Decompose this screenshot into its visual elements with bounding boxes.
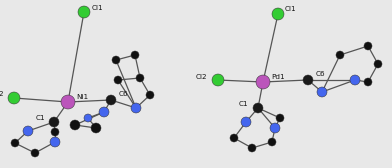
Circle shape	[131, 103, 141, 113]
Text: C6: C6	[118, 91, 128, 97]
Circle shape	[212, 74, 224, 86]
Circle shape	[23, 126, 33, 136]
Circle shape	[336, 51, 344, 59]
Circle shape	[61, 95, 75, 109]
Circle shape	[364, 78, 372, 86]
Circle shape	[51, 128, 59, 136]
Text: Cl1: Cl1	[91, 5, 103, 11]
Circle shape	[131, 51, 139, 59]
Circle shape	[112, 56, 120, 64]
Circle shape	[268, 138, 276, 146]
Text: C6: C6	[315, 71, 325, 77]
Circle shape	[31, 149, 39, 157]
Circle shape	[248, 144, 256, 152]
Text: Cl2: Cl2	[195, 74, 207, 80]
Circle shape	[256, 75, 270, 89]
Circle shape	[8, 92, 20, 104]
Circle shape	[272, 8, 284, 20]
Circle shape	[146, 91, 154, 99]
Circle shape	[106, 95, 116, 105]
Circle shape	[350, 75, 360, 85]
Circle shape	[136, 74, 144, 82]
Circle shape	[317, 87, 327, 97]
Circle shape	[276, 114, 284, 122]
Text: C1: C1	[35, 115, 45, 121]
Circle shape	[270, 123, 280, 133]
Circle shape	[241, 117, 251, 127]
Circle shape	[230, 134, 238, 142]
Circle shape	[84, 114, 92, 122]
Circle shape	[11, 139, 19, 147]
Circle shape	[303, 75, 313, 85]
Circle shape	[364, 42, 372, 50]
Text: Pd1: Pd1	[271, 74, 285, 80]
Circle shape	[78, 6, 90, 18]
Circle shape	[253, 103, 263, 113]
Circle shape	[70, 120, 80, 130]
Text: Cl1: Cl1	[284, 6, 296, 12]
Circle shape	[91, 123, 101, 133]
Circle shape	[114, 76, 122, 84]
Text: Cl2: Cl2	[0, 91, 4, 97]
Circle shape	[49, 117, 59, 127]
Circle shape	[99, 107, 109, 117]
Text: Ni1: Ni1	[76, 94, 88, 100]
Circle shape	[50, 137, 60, 147]
Circle shape	[374, 60, 382, 68]
Text: C1: C1	[238, 101, 248, 107]
